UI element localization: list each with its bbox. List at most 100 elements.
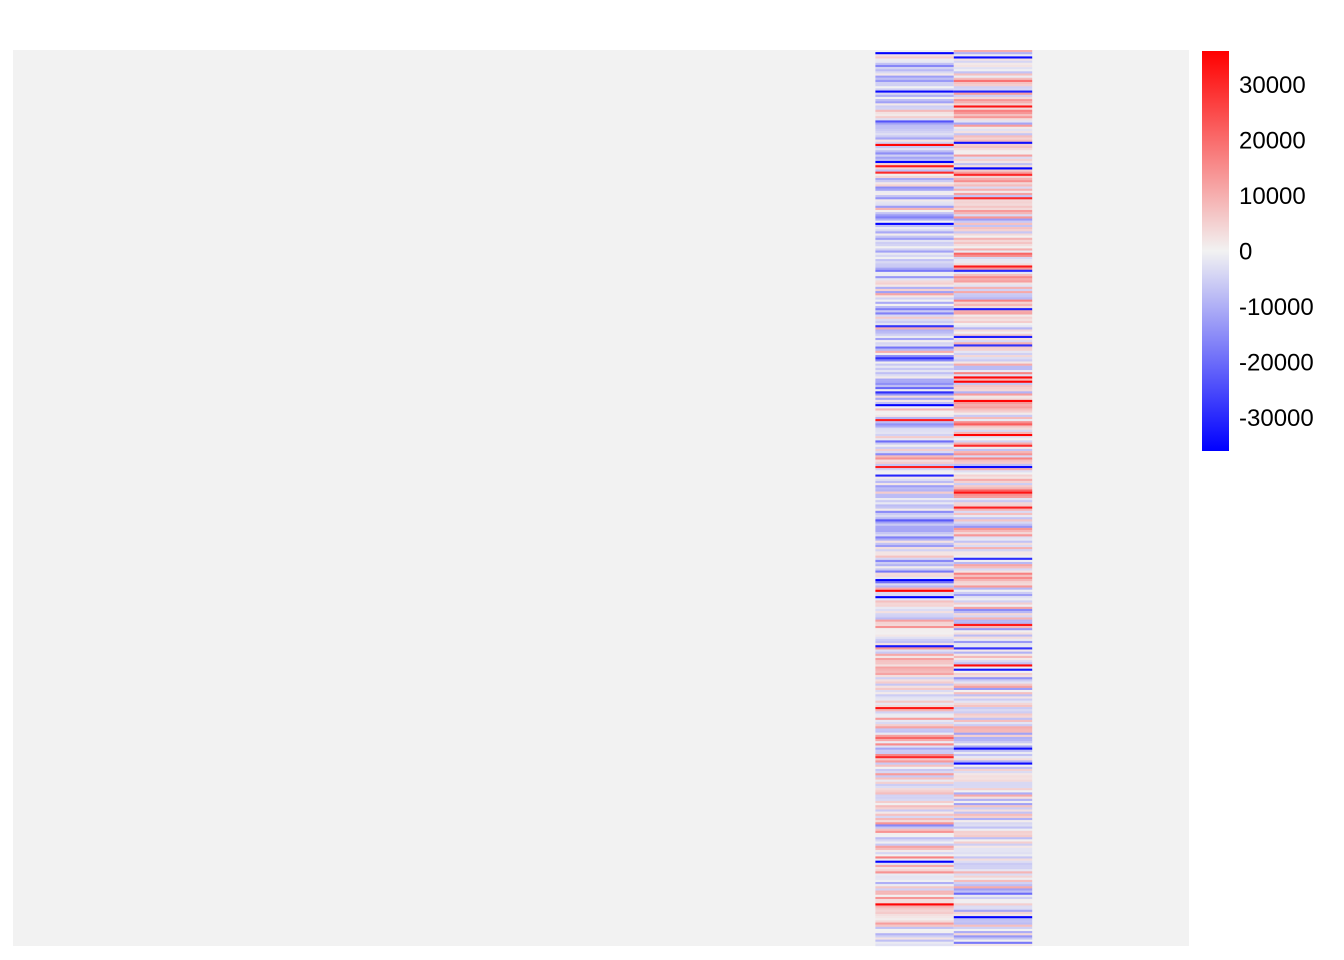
heatmap-cell bbox=[875, 690, 954, 693]
heatmap-cell bbox=[953, 914, 1033, 917]
heatmap-cell bbox=[953, 935, 1033, 938]
heatmap-cell bbox=[953, 184, 1033, 187]
heatmap-cell bbox=[875, 655, 954, 659]
heatmap-cell bbox=[953, 818, 1033, 821]
heatmap-cell bbox=[875, 683, 954, 686]
heatmap-cell bbox=[875, 50, 954, 53]
heatmap-cell bbox=[953, 841, 1033, 844]
heatmap-cell bbox=[953, 594, 1033, 597]
heatmap-cell bbox=[875, 79, 954, 83]
heatmap-cell bbox=[953, 150, 1033, 153]
heatmap-cell bbox=[875, 555, 954, 558]
heatmap-cell bbox=[953, 201, 1033, 204]
heatmap-cell bbox=[953, 107, 1033, 110]
heatmap-cell bbox=[953, 690, 1033, 693]
heatmap-cell bbox=[875, 764, 954, 767]
heatmap-cell bbox=[953, 807, 1033, 810]
heatmap-cell bbox=[953, 909, 1033, 913]
heatmap-cell bbox=[953, 216, 1033, 219]
heatmap-cell bbox=[875, 357, 954, 360]
heatmap-cell bbox=[875, 766, 954, 770]
heatmap-cell bbox=[875, 152, 954, 155]
heatmap-cell bbox=[953, 709, 1033, 712]
heatmap-cell bbox=[875, 924, 954, 927]
heatmap-cell bbox=[953, 109, 1033, 113]
heatmap-cell bbox=[953, 512, 1033, 516]
heatmap-cell bbox=[875, 90, 954, 93]
heatmap-cell bbox=[875, 256, 954, 260]
heatmap-cell bbox=[875, 781, 954, 785]
heatmap-cell bbox=[953, 205, 1033, 209]
heatmap-cell bbox=[953, 169, 1033, 172]
heatmap-cell bbox=[953, 568, 1033, 571]
heatmap-cell bbox=[953, 677, 1033, 680]
heatmap-cell bbox=[875, 316, 954, 319]
heatmap-cell bbox=[875, 69, 954, 72]
heatmap-cell bbox=[875, 854, 954, 857]
heatmap-cell bbox=[953, 406, 1033, 409]
heatmap-cell bbox=[875, 216, 954, 219]
heatmap-cell bbox=[875, 199, 954, 202]
heatmap-cell bbox=[953, 585, 1033, 588]
heatmap-cell bbox=[875, 933, 954, 936]
heatmap-cell bbox=[875, 704, 954, 708]
heatmap-cell bbox=[953, 414, 1033, 418]
heatmap-cell bbox=[953, 495, 1033, 499]
heatmap-cell bbox=[875, 745, 954, 748]
heatmap-cell bbox=[953, 412, 1033, 415]
heatmap-cell bbox=[953, 626, 1033, 629]
heatmap-cell bbox=[875, 470, 954, 473]
heatmap-cell bbox=[953, 745, 1033, 748]
heatmap-cell bbox=[875, 643, 954, 646]
heatmap-cell bbox=[875, 440, 954, 443]
heatmap-cell bbox=[875, 702, 954, 706]
heatmap-cell bbox=[953, 124, 1033, 127]
heatmap-cell bbox=[953, 265, 1033, 268]
heatmap-cell bbox=[953, 203, 1033, 206]
heatmap-cell bbox=[875, 517, 954, 520]
color-legend-bar bbox=[1202, 51, 1229, 451]
heatmap-cell bbox=[953, 431, 1033, 435]
heatmap-cell bbox=[953, 788, 1033, 791]
heatmap-cell bbox=[953, 440, 1033, 443]
heatmap-cell bbox=[953, 540, 1033, 543]
heatmap-cell bbox=[875, 169, 954, 172]
heatmap-cell bbox=[953, 308, 1033, 311]
heatmap-cell bbox=[953, 320, 1033, 324]
heatmap-cell bbox=[953, 88, 1033, 91]
heatmap-cell bbox=[875, 314, 954, 317]
heatmap-cell bbox=[953, 434, 1033, 437]
heatmap-cell bbox=[875, 299, 954, 302]
heatmap-cell bbox=[953, 318, 1033, 322]
heatmap-cell bbox=[875, 235, 954, 238]
heatmap-cell bbox=[875, 719, 954, 723]
heatmap-cell bbox=[875, 602, 954, 605]
legend-tick-label: -30000 bbox=[1239, 405, 1314, 432]
heatmap-cell bbox=[953, 293, 1033, 296]
heatmap-cell bbox=[953, 374, 1033, 377]
heatmap-cell bbox=[875, 293, 954, 296]
heatmap-cell bbox=[953, 233, 1033, 236]
heatmap-cell bbox=[875, 77, 954, 81]
heatmap-cell bbox=[953, 939, 1033, 942]
heatmap-cell bbox=[953, 510, 1033, 514]
heatmap-cell bbox=[953, 421, 1033, 424]
heatmap-cell bbox=[875, 873, 954, 876]
heatmap-cell bbox=[875, 402, 954, 405]
heatmap-cell bbox=[953, 359, 1033, 362]
heatmap-cell bbox=[953, 284, 1033, 287]
heatmap-cell bbox=[953, 557, 1033, 561]
heatmap-cell bbox=[875, 338, 954, 341]
heatmap-cell bbox=[953, 86, 1033, 89]
heatmap-cell bbox=[875, 722, 954, 725]
heatmap-cell bbox=[875, 224, 954, 228]
heatmap-cell bbox=[953, 94, 1033, 98]
heatmap-cell bbox=[875, 698, 954, 701]
heatmap-cell bbox=[953, 75, 1033, 78]
heatmap-cell bbox=[953, 719, 1033, 723]
heatmap-cell bbox=[875, 250, 954, 253]
heatmap-cell bbox=[875, 320, 954, 324]
heatmap-cell bbox=[953, 212, 1033, 215]
heatmap-cell bbox=[953, 845, 1033, 849]
heatmap-cell bbox=[953, 666, 1033, 669]
